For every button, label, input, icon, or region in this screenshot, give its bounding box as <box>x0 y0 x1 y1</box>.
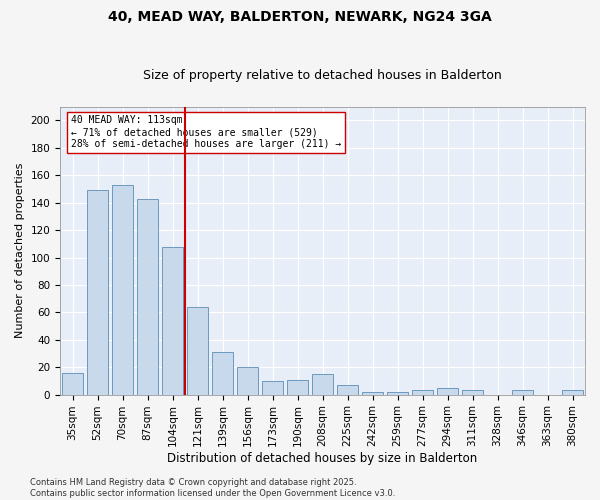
Bar <box>62 372 83 394</box>
Bar <box>412 390 433 394</box>
Title: Size of property relative to detached houses in Balderton: Size of property relative to detached ho… <box>143 69 502 82</box>
Bar <box>287 380 308 394</box>
Bar <box>87 190 108 394</box>
Y-axis label: Number of detached properties: Number of detached properties <box>15 163 25 338</box>
Bar <box>562 390 583 394</box>
Bar <box>112 185 133 394</box>
Bar <box>237 367 258 394</box>
Bar <box>387 392 408 394</box>
Bar <box>437 388 458 394</box>
Text: Contains HM Land Registry data © Crown copyright and database right 2025.
Contai: Contains HM Land Registry data © Crown c… <box>30 478 395 498</box>
X-axis label: Distribution of detached houses by size in Balderton: Distribution of detached houses by size … <box>167 452 478 465</box>
Bar <box>137 198 158 394</box>
Bar <box>187 307 208 394</box>
Bar <box>462 390 483 394</box>
Text: 40, MEAD WAY, BALDERTON, NEWARK, NG24 3GA: 40, MEAD WAY, BALDERTON, NEWARK, NG24 3G… <box>108 10 492 24</box>
Bar <box>337 385 358 394</box>
Text: 40 MEAD WAY: 113sqm
← 71% of detached houses are smaller (529)
28% of semi-detac: 40 MEAD WAY: 113sqm ← 71% of detached ho… <box>71 116 341 148</box>
Bar <box>162 246 183 394</box>
Bar <box>212 352 233 395</box>
Bar <box>362 392 383 394</box>
Bar <box>512 390 533 394</box>
Bar <box>312 374 333 394</box>
Bar <box>262 381 283 394</box>
